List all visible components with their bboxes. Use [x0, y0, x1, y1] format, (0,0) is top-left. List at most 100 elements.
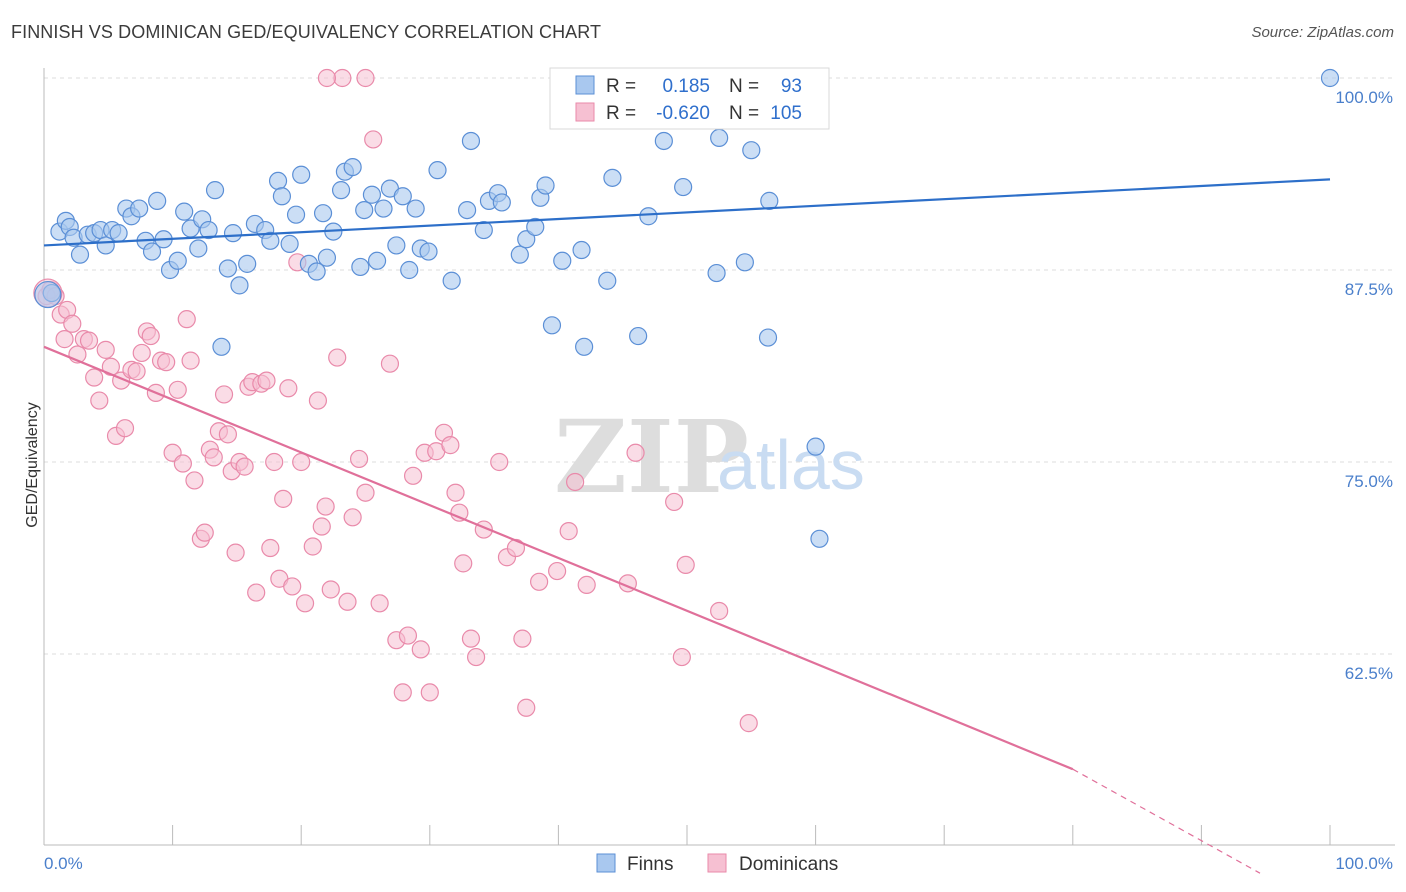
dominicans-point — [411, 640, 430, 659]
finns-point — [806, 437, 825, 456]
finns-point — [205, 181, 225, 200]
finns-point — [400, 260, 419, 280]
finns-point — [1320, 68, 1340, 88]
finns-point — [387, 236, 406, 255]
dominicans-point — [316, 497, 335, 516]
y-tick-label: 75.0% — [1345, 472, 1393, 491]
y-axis-title: GED/Equivalency — [24, 402, 41, 527]
dominicans-point — [177, 310, 196, 329]
finns-point — [292, 165, 311, 184]
dominicans-point — [181, 351, 200, 370]
dominicans-trend-extension — [1072, 768, 1261, 874]
finns-point — [286, 205, 306, 224]
dominicans-point — [466, 647, 486, 667]
dominicans-point — [226, 543, 245, 562]
finns-point — [351, 257, 370, 277]
dominicans-point — [441, 436, 460, 455]
finns-point — [629, 326, 648, 346]
finns-point — [307, 262, 326, 281]
dominicans-point — [79, 331, 99, 350]
dominicans-point — [127, 362, 146, 381]
dominicans-point — [513, 629, 532, 648]
series-legend: Finns Dominicans — [596, 853, 838, 875]
finns-point — [367, 251, 387, 270]
finns-point — [238, 254, 257, 273]
dominicans-point — [214, 385, 234, 404]
dominicans-point — [490, 452, 509, 472]
dominicans-point — [530, 572, 549, 591]
tick-labels: 100.0% 87.5% 75.0% 62.5% 0.0% 100.0% — [44, 88, 1393, 873]
watermark-atlas: atlas — [717, 426, 865, 504]
finns-point — [492, 193, 511, 212]
finns-point — [230, 276, 249, 295]
dominicans-point — [274, 489, 293, 508]
bottom-legend-label-finns: Finns — [627, 854, 673, 875]
bottom-legend-swatch-dominicans — [707, 853, 727, 873]
dominicans-point — [626, 443, 645, 462]
dominicans-point — [185, 471, 204, 490]
dominicans-point — [308, 391, 328, 410]
dominicans-point — [132, 343, 151, 363]
finns-point — [654, 131, 673, 151]
dominicans-point — [63, 314, 82, 333]
dominicans-point — [370, 594, 389, 613]
finns-point — [70, 245, 90, 264]
finns-point — [331, 181, 351, 200]
finns-point — [199, 220, 218, 240]
finns-point — [148, 191, 167, 210]
finns-point — [272, 187, 292, 206]
finns-point — [639, 207, 658, 226]
finns-point — [442, 271, 461, 290]
finns-point — [317, 248, 337, 267]
chart-title: FINNISH VS DOMINICAN GED/EQUIVALENCY COR… — [11, 22, 602, 42]
dominicans-point — [566, 472, 585, 492]
finns-point — [710, 128, 729, 148]
dominicans-point — [338, 592, 357, 611]
finns-point — [406, 199, 425, 218]
dominicans-point — [446, 483, 465, 502]
dominicans-point — [577, 575, 596, 594]
y-tick-label: 100.0% — [1335, 88, 1393, 107]
dominicans-point — [312, 517, 331, 536]
finns-point — [142, 242, 162, 261]
dominicans-point — [321, 580, 340, 599]
dominicans-point — [115, 419, 135, 438]
finns-point — [96, 236, 115, 255]
legend-swatch-finns — [575, 75, 595, 95]
x-tick-label-max: 100.0% — [1335, 854, 1393, 873]
finns-point — [343, 157, 362, 177]
legend-box — [549, 67, 830, 130]
dominicans-point — [380, 354, 400, 373]
dominicans-point — [393, 683, 412, 702]
finns-point — [223, 224, 243, 243]
watermark-zip: ZIP — [554, 398, 749, 516]
finns-point — [189, 239, 208, 258]
watermark: ZIP atlas — [554, 398, 865, 516]
dominicans-point — [398, 626, 418, 645]
dominicans-point — [204, 448, 223, 467]
finns-point — [510, 245, 529, 264]
finns-point — [457, 200, 477, 220]
finns-point — [674, 177, 693, 197]
finns-point — [603, 168, 622, 187]
correlation-legend: R = 0.185 N = 93 R = -0.620 N = 105 — [549, 67, 830, 130]
dominicans-point — [356, 483, 375, 502]
dominicans-point — [173, 454, 192, 473]
legend-swatch-dominicans — [575, 102, 595, 122]
finns-point — [374, 199, 393, 218]
dominicans-point — [303, 537, 322, 556]
finns-point — [598, 271, 617, 290]
axes-layer — [43, 68, 1395, 846]
finns-point — [707, 263, 726, 283]
dominicans-point — [265, 452, 284, 472]
dominicans-point — [454, 554, 473, 573]
finns-point — [355, 200, 374, 220]
finns-point — [553, 251, 572, 270]
finns-point — [261, 231, 280, 250]
dominicans-point — [195, 523, 214, 542]
finns-point — [572, 240, 591, 260]
dominicans-point — [157, 353, 176, 372]
finns-point — [362, 185, 382, 204]
finns-point — [542, 316, 562, 335]
